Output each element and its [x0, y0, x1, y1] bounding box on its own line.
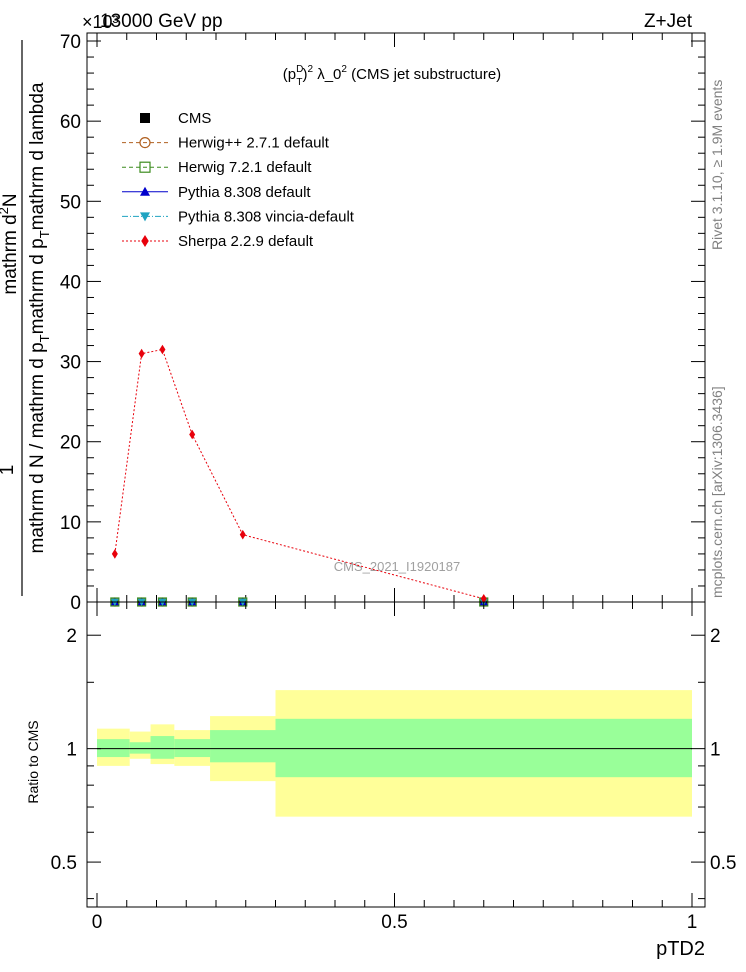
y-exponent: ×10³: [82, 12, 119, 32]
ratio-y-tick-label-right: 2: [710, 626, 721, 647]
ylabel-bottom: mathrm d N / mathrm d pTmathrm d pTmathr…: [27, 82, 52, 553]
x-axis-label: pTD2: [656, 938, 705, 960]
data-point: [140, 113, 150, 123]
data-point: [138, 348, 145, 359]
ratio-y-tick-label: 2: [66, 626, 77, 647]
data-point: [140, 186, 150, 196]
legend-entry: Herwig 7.2.1 default: [122, 159, 312, 176]
x-tick-label: 0: [92, 912, 103, 933]
data-point: [111, 549, 118, 559]
legend-label: Sherpa 2.2.9 default: [178, 233, 314, 250]
ratio-inner-band: [275, 718, 692, 778]
watermark: CMS_2021_I1920187: [334, 559, 461, 574]
ratio-plot: 0.5 0.5 1 1 2 2 0 0.5 1: [51, 601, 736, 933]
process-label: Z+Jet: [644, 11, 693, 32]
ylabel-top: mathrm d2N: [0, 193, 21, 294]
ratio-y-tick-label: 1: [66, 740, 77, 761]
legend: CMS Herwig++ 2.7.1 default Herwig 7.2.1 de…: [122, 110, 355, 250]
data-point: [480, 593, 487, 604]
y-tick-label: 10: [60, 513, 81, 534]
data-point: [139, 137, 151, 149]
rivet-label: Rivet 3.1.10, ≥ 1.9M events: [709, 80, 725, 250]
legend-label: Herwig++ 2.7.1 default: [178, 135, 330, 152]
series-5: [111, 344, 487, 604]
data-point: [140, 212, 150, 222]
main-y-axis-label: 1 mathrm d2N mathrm d N / mathrm d pTmat…: [0, 40, 52, 596]
legend-entry: Pythia 8.308 default: [122, 184, 311, 201]
ratio-y-tick-label-right: 0.5: [710, 853, 736, 874]
data-point: [239, 529, 246, 540]
svg-text:1: 1: [0, 465, 18, 476]
ratio-y-label: Ratio to CMS: [25, 720, 41, 803]
y-tick-label: 70: [60, 32, 81, 53]
mcplots-label: mcplots.cern.ch [arXiv:1306.3436]: [709, 386, 725, 598]
ratio-inner-band: [210, 730, 276, 763]
main-plot: (pD T)2 λ_02 (CMS jet substructure) CMS_2…: [60, 32, 706, 614]
data-point: [189, 429, 196, 440]
ratio-inner-band: [150, 736, 175, 759]
y-tick-label: 30: [60, 353, 81, 374]
ratio-inner-band: [97, 739, 130, 758]
legend-label: Pythia 8.308 vincia-default: [178, 208, 355, 225]
legend-label: Pythia 8.308 default: [178, 184, 311, 201]
legend-entry: Sherpa 2.2.9 default: [122, 233, 314, 250]
x-tick-label: 0.5: [381, 912, 407, 933]
y-tick-label: 0: [70, 593, 81, 614]
series-line: [114, 348, 484, 600]
y-tick-label: 50: [60, 192, 81, 213]
y-tick-label: 20: [60, 433, 81, 454]
legend-entry: Herwig++ 2.7.1 default: [122, 135, 330, 152]
plot-title: (pD T)2 λ_02 (CMS jet substructure): [283, 64, 501, 88]
ratio-inner-band: [129, 742, 151, 754]
y-tick-label: 60: [60, 112, 81, 133]
ratio-y-tick-label-right: 1: [710, 740, 721, 761]
x-tick-label: 1: [687, 912, 698, 933]
legend-label: Herwig 7.2.1 default: [178, 159, 312, 176]
ratio-plot-frame: [86, 601, 706, 908]
legend-entry: Pythia 8.308 vincia-default: [122, 208, 355, 225]
legend-entry: CMS: [140, 110, 211, 127]
data-point: [141, 235, 149, 247]
data-point: [159, 344, 166, 355]
ratio-y-tick-label: 0.5: [51, 853, 77, 874]
energy-label: 13000 GeV pp: [100, 11, 223, 32]
data-point: [139, 161, 151, 173]
y-tick-label: 40: [60, 272, 81, 293]
ratio-inner-band: [174, 739, 211, 758]
legend-label: CMS: [178, 110, 211, 127]
